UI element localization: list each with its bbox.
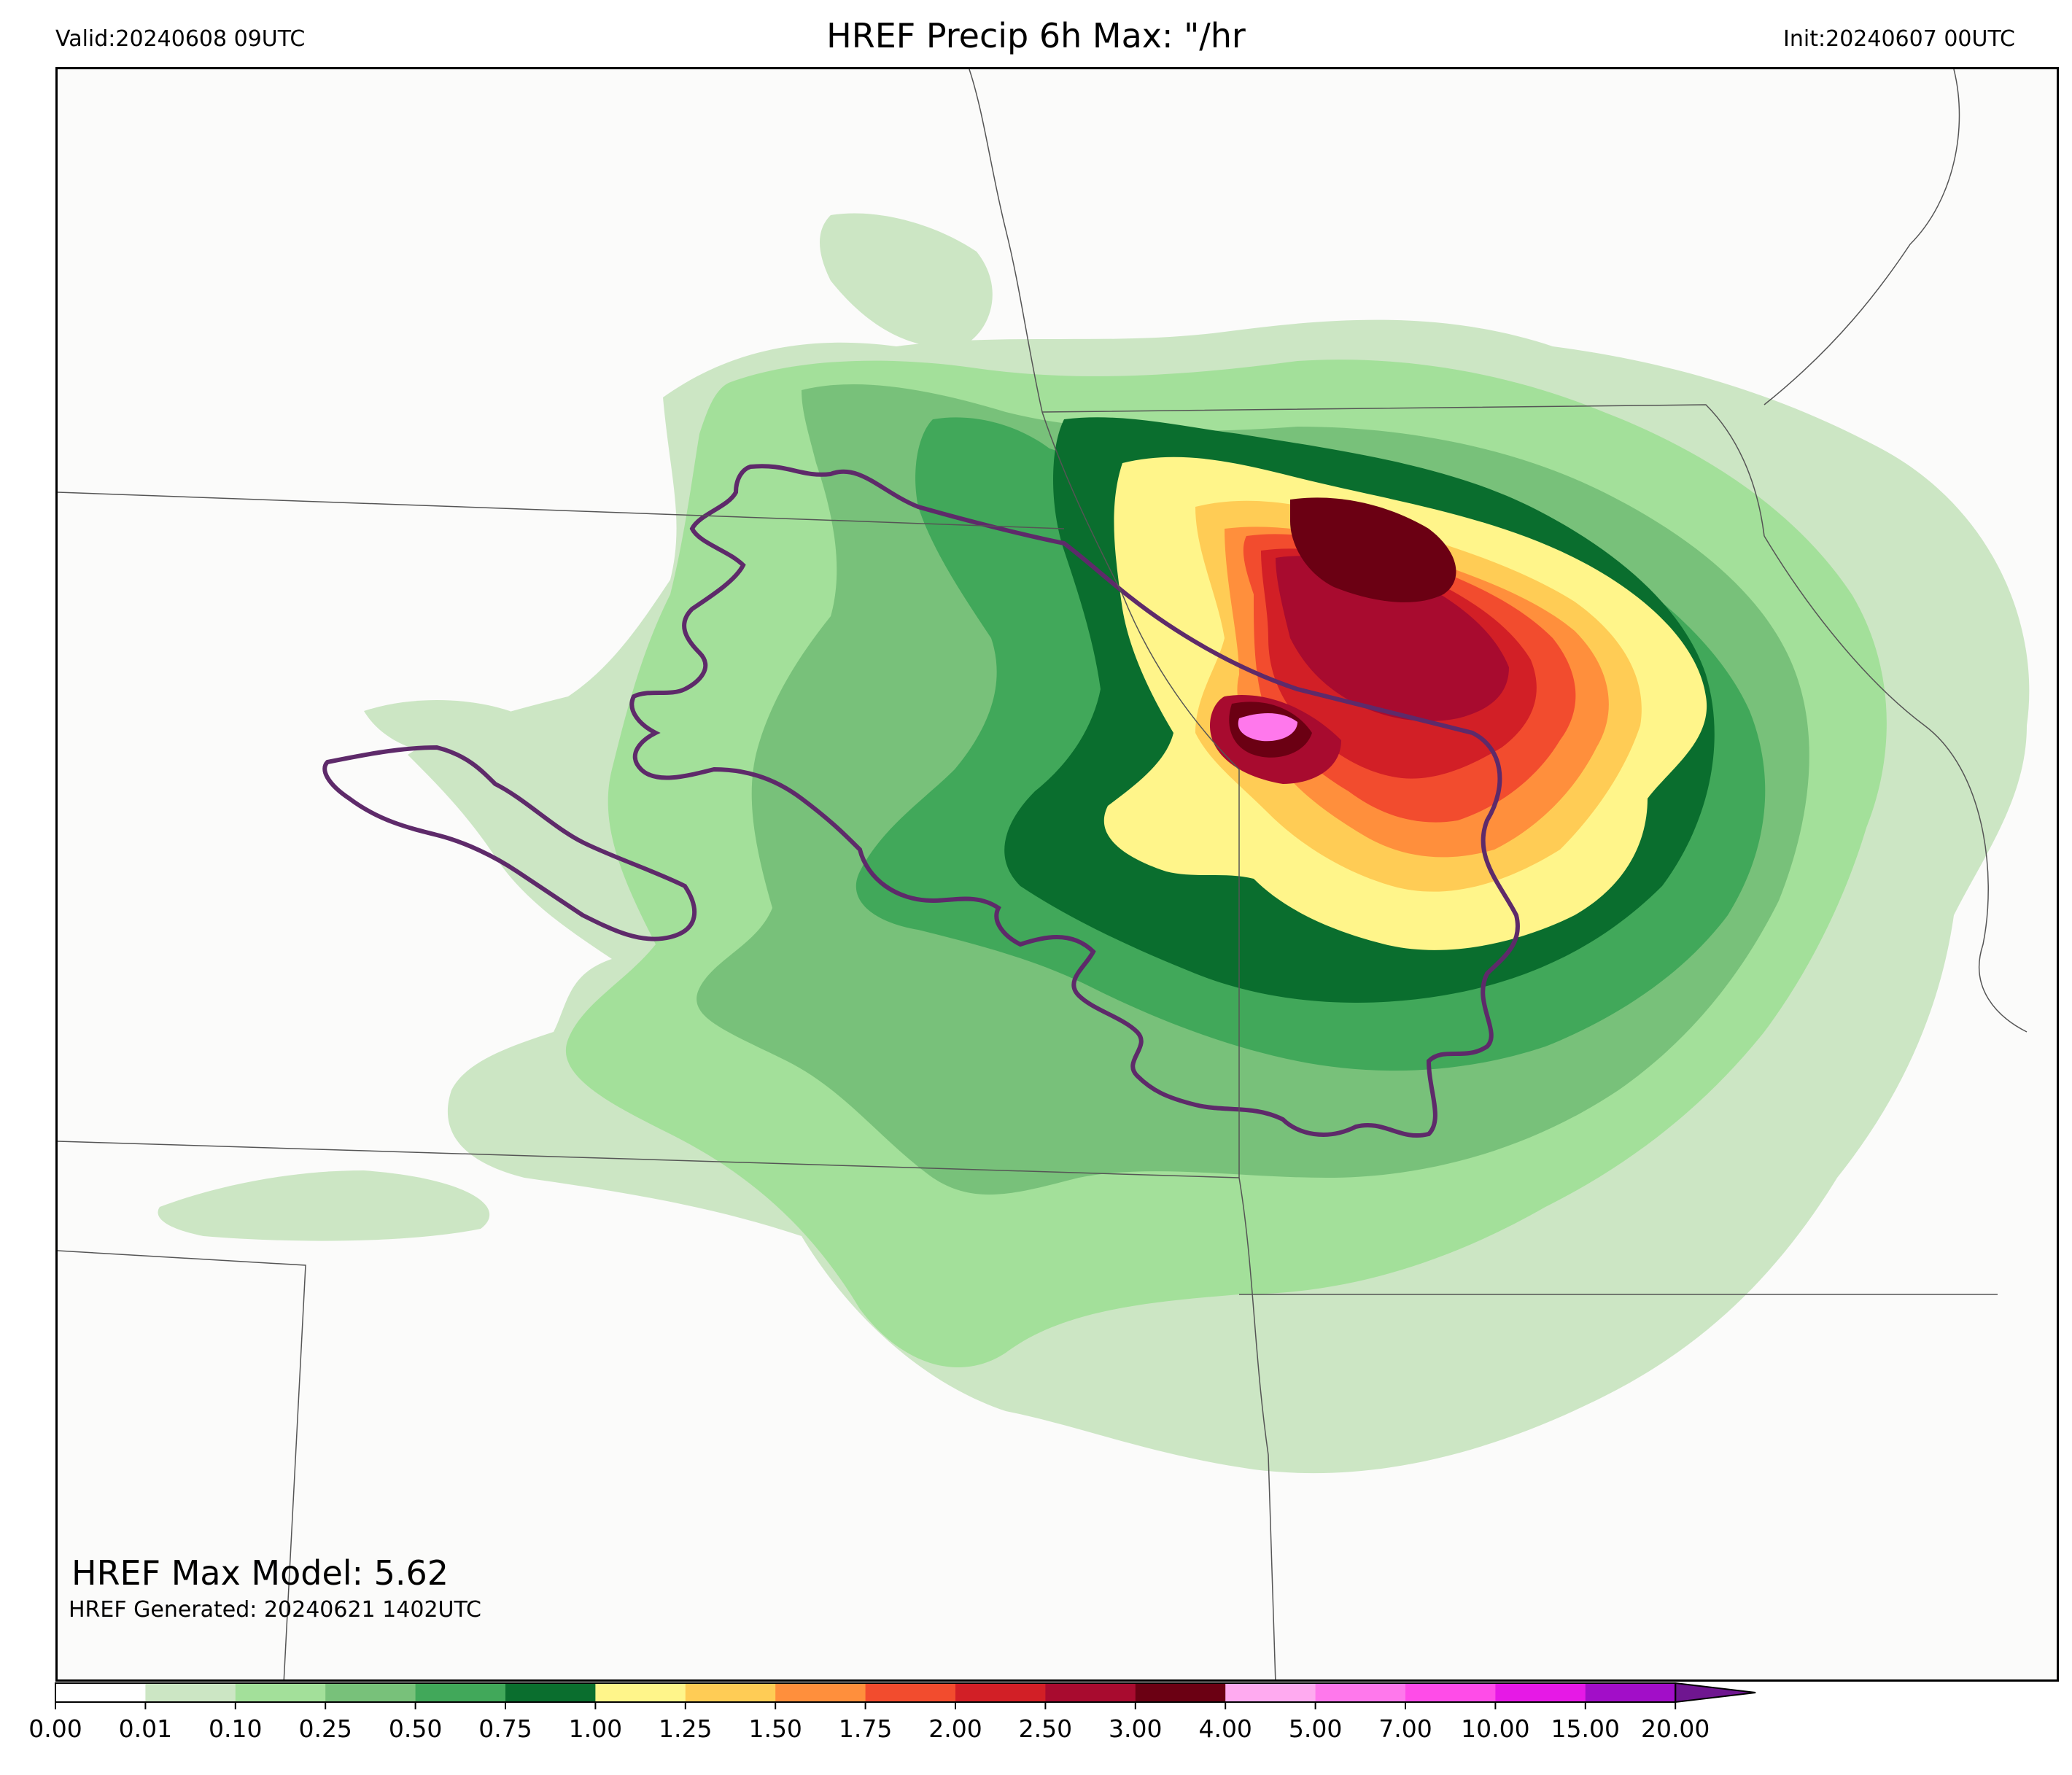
colorbar-tick-label: 0.75 <box>478 1714 532 1743</box>
colorbar-swatch <box>865 1683 956 1702</box>
state-border-nd-sd <box>58 492 1065 529</box>
colorbar-tick-label: 0.00 <box>28 1714 82 1743</box>
colorbar-swatch <box>235 1683 326 1702</box>
colorbar-swatch <box>1315 1683 1406 1702</box>
colorbar-swatch <box>415 1683 506 1702</box>
precip-zone-0.01-west <box>158 1170 490 1241</box>
precip-map <box>55 67 2059 1682</box>
flood-outline-contour-west <box>322 745 697 941</box>
precip-zone-0.01-nw <box>364 700 526 757</box>
colorbar-tick-label: 0.50 <box>389 1714 442 1743</box>
colorbar-extend-arrow <box>1675 1682 1756 1704</box>
map-title: HREF Precip 6h Max: "/hr <box>826 16 1246 55</box>
max-model-label: HREF Max Model: 5.62 <box>71 1553 449 1593</box>
colorbar-ticks: 0.00 0.01 0.10 0.25 0.50 0.75 1.00 1.25 1.50 1.75… <box>28 1702 1710 1743</box>
colorbar-tick-label: 1.50 <box>748 1714 802 1743</box>
state-border-mn-wi <box>1763 69 1960 405</box>
state-border-sd-ne <box>58 1141 1240 1178</box>
colorbar-swatch <box>1495 1683 1586 1702</box>
state-border-river <box>969 69 1276 1679</box>
colorbar-swatch <box>1405 1683 1496 1702</box>
colorbar-tick-label: 5.00 <box>1289 1714 1342 1743</box>
init-time-label: Init:20240607 00UTC <box>1783 26 2015 52</box>
colorbar-swatch <box>1045 1683 1136 1702</box>
state-border-ks <box>58 1250 306 1679</box>
colorbar-tick-label: 10.00 <box>1461 1714 1529 1743</box>
flood-outline-contour <box>629 464 1520 1138</box>
colorbar-tick-label: 2.00 <box>928 1714 982 1743</box>
state-border-mn <box>1041 404 1765 537</box>
colorbar: 0.00 0.01 0.10 0.25 0.50 0.75 1.00 1.25 1.50 1.75… <box>28 1682 1756 1743</box>
colorbar-tick-label: 1.00 <box>569 1714 622 1743</box>
precip-zone-4.00 <box>1238 713 1297 742</box>
colorbar-swatch <box>505 1683 596 1702</box>
colorbar-swatch <box>595 1683 686 1702</box>
colorbar-tick-label: 2.50 <box>1019 1714 1072 1743</box>
colorbar-tick-label: 20.00 <box>1641 1714 1710 1743</box>
colorbar-swatch <box>955 1683 1046 1702</box>
colorbar-tick-label: 0.10 <box>209 1714 262 1743</box>
colorbar-tick-label: 0.01 <box>119 1714 172 1743</box>
state-border-ia-il <box>1763 535 2028 1033</box>
colorbar-swatch <box>325 1683 416 1702</box>
colorbar-tick-label: 7.00 <box>1378 1714 1432 1743</box>
colorbar-swatches <box>55 1682 1756 1704</box>
colorbar-swatch <box>55 1683 146 1702</box>
colorbar-swatch <box>685 1683 776 1702</box>
precip-zone-3.00 <box>1290 497 1456 602</box>
valid-time-label: Valid:20240608 09UTC <box>55 26 306 52</box>
colorbar-swatch <box>145 1683 236 1702</box>
colorbar-tick-label: 1.75 <box>839 1714 892 1743</box>
precip-zone-2.50 <box>1276 556 1509 721</box>
colorbar-tick-label: 1.25 <box>659 1714 712 1743</box>
colorbar-tick-label: 0.25 <box>298 1714 352 1743</box>
precip-zone-0.01-north <box>820 213 993 348</box>
colorbar-swatch <box>1135 1683 1226 1702</box>
colorbar-swatch <box>775 1683 866 1702</box>
colorbar-tick-label: 15.00 <box>1551 1714 1620 1743</box>
map-canvas <box>58 69 2030 1679</box>
colorbar-swatch <box>1225 1683 1316 1702</box>
colorbar-tick-label: 4.00 <box>1198 1714 1252 1743</box>
generated-label: HREF Generated: 20240621 1402UTC <box>69 1597 482 1623</box>
colorbar-swatch <box>1585 1683 1676 1702</box>
colorbar-tick-label: 3.00 <box>1109 1714 1162 1743</box>
